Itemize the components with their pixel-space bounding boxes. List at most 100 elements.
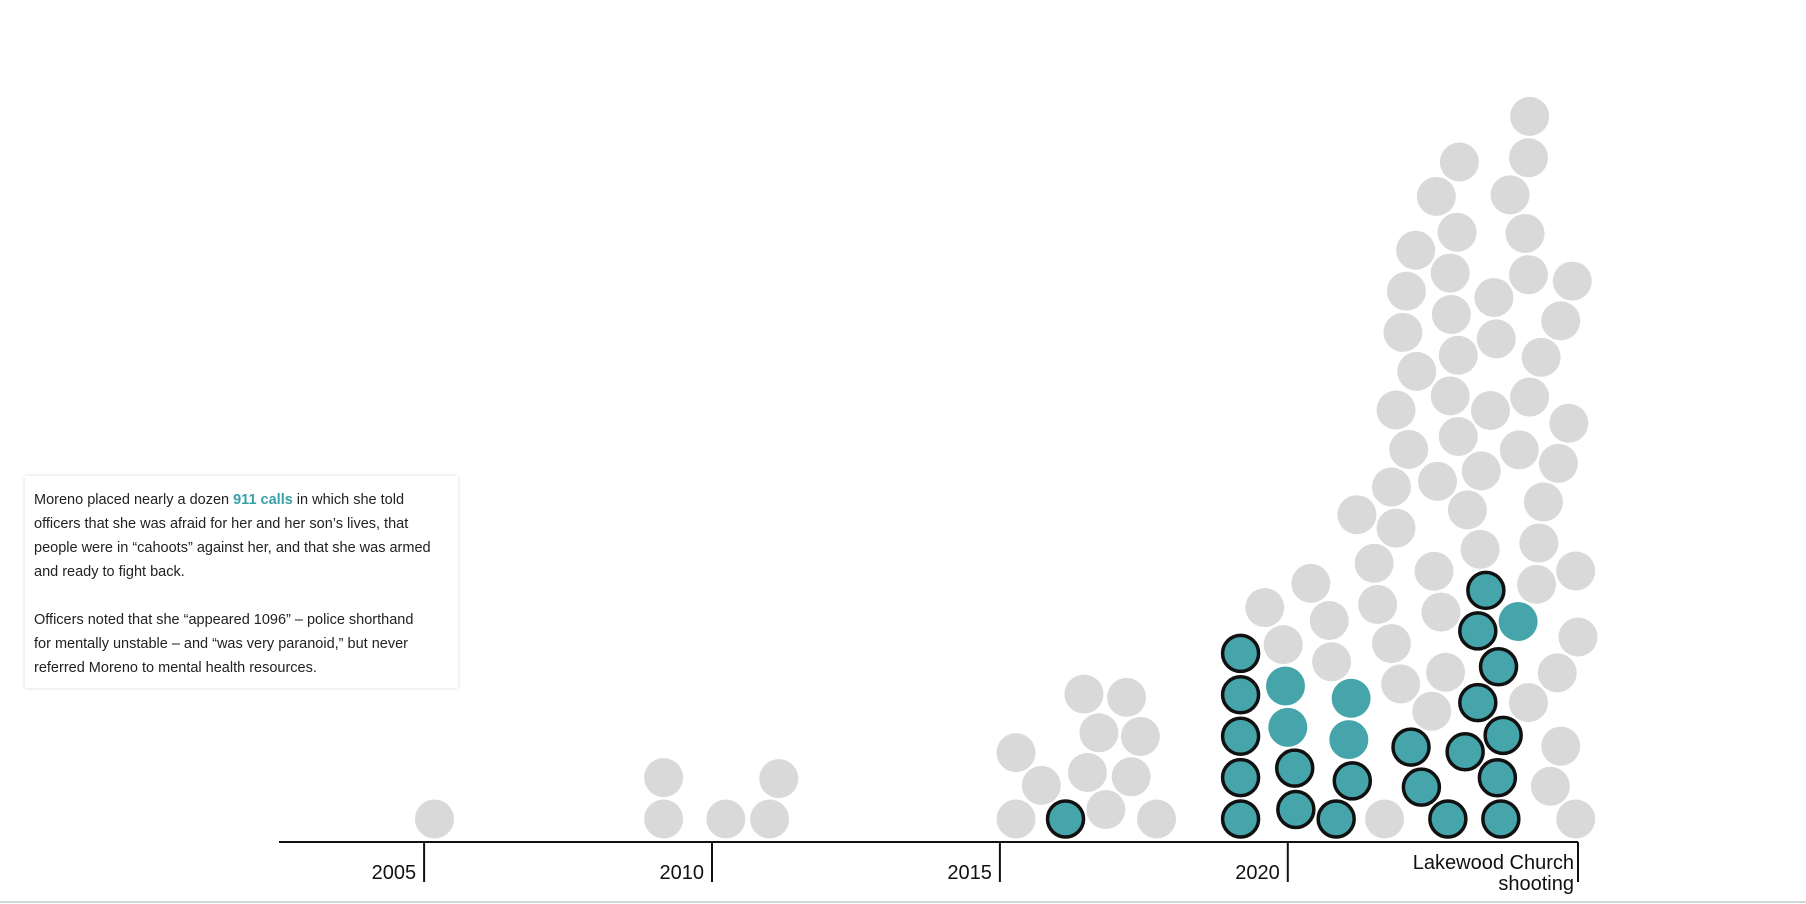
call-dot — [1312, 642, 1352, 682]
call-dot — [414, 799, 454, 839]
call-dot — [644, 758, 684, 798]
call-dot — [1079, 713, 1119, 753]
call-dot — [1268, 707, 1308, 747]
call-dot — [1556, 799, 1596, 839]
call-dot — [1510, 377, 1550, 417]
annotation-text: Officers noted that she “appeared 1096” … — [34, 612, 414, 676]
call-dot — [1220, 799, 1261, 839]
call-dot — [1437, 212, 1477, 252]
call-dot — [1383, 312, 1423, 352]
call-dot — [1537, 653, 1577, 693]
call-dot — [1490, 175, 1530, 215]
call-dot — [1391, 727, 1431, 767]
call-dot — [1358, 585, 1398, 625]
call-dot — [1556, 551, 1596, 591]
call-dot — [1508, 138, 1548, 178]
call-dot — [1458, 611, 1498, 651]
call-dot — [1426, 652, 1466, 692]
call-dot — [996, 799, 1036, 839]
call-dot — [1376, 390, 1416, 430]
annotation-text: Moreno placed nearly a dozen — [34, 492, 234, 508]
call-dot — [1416, 176, 1456, 216]
call-dot — [1474, 278, 1514, 318]
call-dot — [1137, 799, 1177, 839]
call-dot — [1430, 253, 1470, 293]
call-dot — [1064, 674, 1104, 714]
call-dot — [1447, 490, 1487, 530]
call-dot — [1498, 601, 1538, 641]
annotation-paragraph: Moreno placed nearly a dozen 911 calls i… — [34, 488, 434, 584]
call-dot — [1521, 337, 1561, 377]
call-dot — [1365, 799, 1405, 839]
call-dot — [1274, 748, 1315, 788]
call-dot — [1552, 261, 1592, 301]
call-dot — [1430, 376, 1470, 416]
x-tick-label: 2010 — [660, 862, 705, 884]
call-dot — [1245, 588, 1285, 628]
call-dot — [1499, 430, 1539, 470]
call-dot — [1389, 429, 1429, 469]
call-dot — [1438, 335, 1478, 375]
call-dot — [1401, 767, 1442, 807]
call-dot — [1111, 757, 1151, 797]
call-dot — [1331, 678, 1371, 718]
call-dot — [1460, 529, 1500, 569]
call-dot — [1120, 716, 1160, 756]
call-dot — [1021, 765, 1061, 805]
call-dot — [1476, 319, 1516, 359]
call-dot — [1445, 732, 1485, 772]
call-dot — [1332, 761, 1373, 801]
call-dot — [1386, 271, 1426, 311]
call-dot — [1541, 726, 1581, 766]
call-dot — [1508, 683, 1548, 723]
call-dot — [1483, 715, 1523, 756]
call-dot — [1470, 391, 1510, 431]
call-dot — [1316, 799, 1356, 839]
call-dot — [1461, 451, 1501, 491]
call-dot — [1481, 799, 1521, 839]
call-dot — [1438, 416, 1478, 456]
call-dot — [1549, 403, 1589, 443]
call-dot — [1107, 677, 1147, 717]
annotation-text: in which she told officers that she was … — [34, 492, 431, 580]
call-dot — [1371, 467, 1411, 507]
annotation-highlight: 911 calls — [233, 492, 293, 508]
call-dot — [1220, 716, 1261, 756]
annotation-box: Moreno placed nearly a dozen 911 calls i… — [25, 476, 458, 688]
call-dot — [1397, 351, 1437, 391]
call-dot — [1414, 551, 1454, 591]
call-dot — [759, 759, 799, 799]
call-dot — [1396, 230, 1436, 270]
call-dot — [1381, 664, 1421, 704]
call-dot — [1309, 600, 1349, 640]
call-dot — [1517, 564, 1557, 604]
call-dot — [1558, 617, 1598, 657]
call-dot — [1067, 752, 1107, 792]
call-dot — [1428, 799, 1468, 839]
call-dot — [1439, 142, 1479, 182]
x-tick-label: 2020 — [1235, 862, 1280, 884]
call-dot — [1086, 790, 1126, 830]
call-dot — [1265, 666, 1305, 706]
call-dot — [1519, 523, 1559, 563]
call-dot — [1045, 799, 1086, 839]
call-dot — [1220, 757, 1261, 798]
call-dot — [1418, 461, 1458, 501]
annotation-paragraph: Officers noted that she “appeared 1096” … — [34, 608, 434, 680]
call-dot — [996, 733, 1036, 773]
call-dot — [1337, 495, 1377, 535]
call-dot — [1458, 682, 1498, 723]
call-dot — [1291, 563, 1331, 603]
call-dot — [1510, 96, 1550, 136]
call-dot — [1478, 647, 1519, 687]
x-tick-label: 2015 — [947, 862, 992, 884]
call-dot — [1466, 570, 1506, 611]
call-dot — [1220, 675, 1261, 715]
call-dot — [1329, 720, 1369, 760]
call-dot — [1431, 294, 1471, 334]
call-dot — [1263, 625, 1303, 665]
x-tick-label: 2005 — [372, 862, 417, 884]
call-dot — [1354, 543, 1394, 583]
call-dot — [1412, 691, 1452, 731]
